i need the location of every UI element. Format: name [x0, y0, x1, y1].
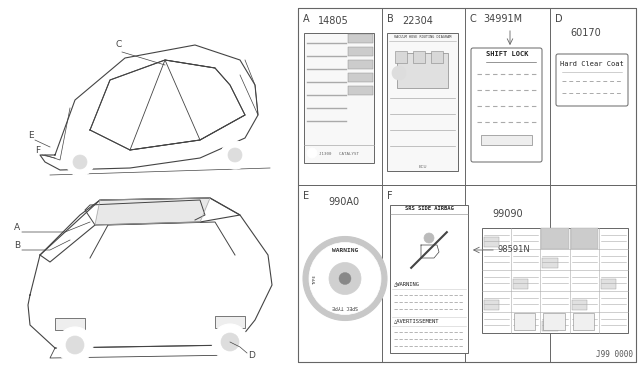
Circle shape	[73, 155, 87, 169]
Bar	[572, 237, 587, 247]
Circle shape	[309, 243, 381, 314]
Text: Hard Clear Coat: Hard Clear Coat	[560, 61, 624, 67]
Bar	[395, 51, 407, 63]
Circle shape	[221, 333, 239, 351]
Bar	[484, 237, 499, 247]
Text: 14805: 14805	[318, 16, 349, 26]
FancyBboxPatch shape	[471, 48, 542, 162]
Text: ECU: ECU	[419, 165, 427, 169]
Bar	[481, 135, 532, 145]
Bar	[601, 279, 616, 289]
Text: D: D	[555, 14, 563, 24]
FancyBboxPatch shape	[556, 54, 628, 106]
Circle shape	[401, 222, 457, 278]
Bar	[514, 313, 536, 330]
Bar	[542, 321, 557, 331]
Bar	[348, 47, 372, 56]
Circle shape	[66, 148, 94, 176]
Text: A: A	[14, 223, 20, 232]
Bar	[413, 51, 425, 63]
Bar	[571, 228, 598, 249]
Text: 22304: 22304	[402, 16, 433, 26]
Bar	[573, 313, 594, 330]
Circle shape	[57, 327, 93, 363]
Text: E: E	[28, 131, 34, 140]
Bar	[55, 318, 85, 330]
Text: C: C	[470, 14, 477, 24]
Bar	[542, 258, 557, 268]
Bar	[215, 316, 245, 328]
Polygon shape	[95, 198, 210, 225]
Text: A: A	[303, 14, 310, 24]
Text: B: B	[14, 241, 20, 250]
Bar	[513, 279, 528, 289]
Circle shape	[66, 336, 84, 354]
Circle shape	[303, 237, 387, 321]
Text: J1300   CATALYST: J1300 CATALYST	[319, 152, 359, 156]
Text: WARNING: WARNING	[332, 248, 358, 253]
Text: △WARNING: △WARNING	[394, 281, 420, 286]
Text: D: D	[248, 351, 255, 360]
Bar	[348, 60, 372, 69]
Text: C: C	[115, 40, 121, 49]
Text: VACUUM HOSE ROUTING DIAGRAM: VACUUM HOSE ROUTING DIAGRAM	[394, 35, 451, 39]
Text: SHIFT LOCK: SHIFT LOCK	[486, 51, 529, 57]
Bar	[397, 53, 448, 88]
Bar	[484, 300, 499, 310]
Text: F: F	[35, 146, 40, 155]
Bar	[304, 33, 374, 163]
Bar	[348, 34, 372, 43]
Text: 98591N: 98591N	[498, 245, 531, 254]
Text: △AVERTISSEMENT: △AVERTISSEMENT	[394, 318, 440, 323]
Bar	[298, 8, 636, 362]
Bar	[482, 228, 628, 333]
Text: 99090: 99090	[492, 209, 523, 219]
Text: 34991M: 34991M	[483, 14, 522, 24]
Text: 60170: 60170	[570, 28, 601, 38]
Text: J99 0000: J99 0000	[596, 350, 633, 359]
Bar	[348, 73, 372, 82]
Bar	[390, 205, 468, 353]
Bar	[348, 86, 372, 95]
Circle shape	[392, 66, 406, 80]
Bar	[431, 51, 443, 63]
Circle shape	[339, 273, 351, 285]
Text: 990A0: 990A0	[328, 197, 359, 207]
Text: E: E	[303, 191, 309, 201]
Circle shape	[329, 263, 361, 295]
Text: SRS SIDE AIRBAG: SRS SIDE AIRBAG	[404, 206, 453, 211]
Circle shape	[307, 148, 317, 158]
Bar	[572, 300, 587, 310]
Circle shape	[212, 324, 248, 360]
Text: B: B	[387, 14, 394, 24]
Bar	[543, 313, 564, 330]
Text: TYPE: TYPE	[313, 273, 317, 283]
Text: F: F	[387, 191, 392, 201]
Bar	[541, 228, 568, 249]
Circle shape	[476, 55, 483, 61]
Circle shape	[221, 141, 249, 169]
Text: SPEC TYPE: SPEC TYPE	[332, 304, 358, 309]
Bar	[387, 33, 458, 171]
Circle shape	[228, 148, 242, 162]
Circle shape	[424, 233, 434, 243]
